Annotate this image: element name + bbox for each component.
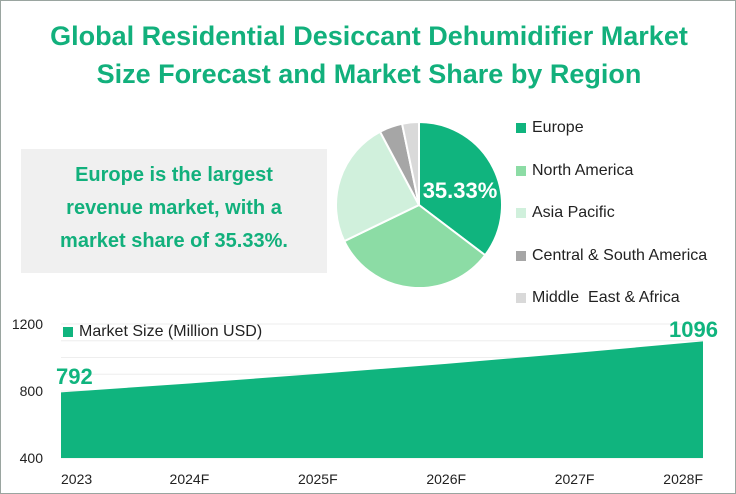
legend-swatch bbox=[516, 293, 526, 304]
legend-item: Europe bbox=[516, 107, 707, 150]
legend-swatch bbox=[516, 250, 526, 261]
area-series bbox=[61, 341, 703, 458]
legend-item: Central & South America bbox=[516, 235, 707, 278]
legend-label: Middle East & Africa bbox=[532, 289, 680, 307]
pie-slice bbox=[335, 130, 421, 243]
callout-box: Europe is the largest revenue market, wi… bbox=[21, 149, 327, 273]
chart-title: Global Residential Desiccant Dehumidifie… bbox=[1, 17, 735, 93]
legend-item: Asia Pacific bbox=[516, 192, 707, 235]
legend-swatch bbox=[516, 208, 526, 219]
pie-slice bbox=[342, 203, 487, 289]
data-label-last: 1096 bbox=[669, 317, 718, 342]
callout-line: Europe is the largest bbox=[75, 164, 273, 186]
legend-swatch bbox=[63, 327, 73, 337]
legend-swatch bbox=[516, 165, 526, 176]
legend-label: Market Size (Million USD) bbox=[79, 323, 263, 340]
x-tick-label: 2026F bbox=[426, 471, 466, 487]
x-tick-label: 2028F bbox=[663, 471, 703, 487]
legend-swatch bbox=[516, 123, 526, 134]
pie-data-label: 35.33% bbox=[423, 178, 498, 203]
x-tick-label: 2024F bbox=[170, 471, 210, 487]
legend-label: Asia Pacific bbox=[532, 204, 615, 222]
legend-label: Central & South America bbox=[532, 246, 708, 264]
y-tick-label: 1200 bbox=[12, 316, 43, 332]
y-tick-label: 400 bbox=[20, 450, 44, 466]
title-line-1: Global Residential Desiccant Dehumidifie… bbox=[50, 21, 688, 51]
callout-line: market share of 35.33%. bbox=[60, 230, 288, 252]
callout-line: revenue market, with a bbox=[66, 197, 282, 219]
x-tick-label: 2027F bbox=[555, 471, 595, 487]
data-label-first: 792 bbox=[56, 364, 93, 389]
pie-legend: Europe North America Asia Pacific Central &… bbox=[516, 107, 707, 320]
pie-slice bbox=[418, 120, 503, 257]
title-line-2: Size Forecast and Market Share by Region bbox=[96, 59, 642, 89]
pie-slice bbox=[400, 120, 420, 206]
area-legend: Market Size (Million USD) bbox=[63, 323, 262, 341]
y-tick-label: 800 bbox=[20, 383, 44, 399]
legend-label: Europe bbox=[532, 119, 584, 137]
x-tick-label: 2023 bbox=[61, 471, 92, 487]
legend-label: North America bbox=[532, 161, 634, 179]
x-tick-label: 2025F bbox=[298, 471, 338, 487]
legend-item: North America bbox=[516, 150, 707, 193]
legend-item: Middle East & Africa bbox=[516, 277, 707, 320]
